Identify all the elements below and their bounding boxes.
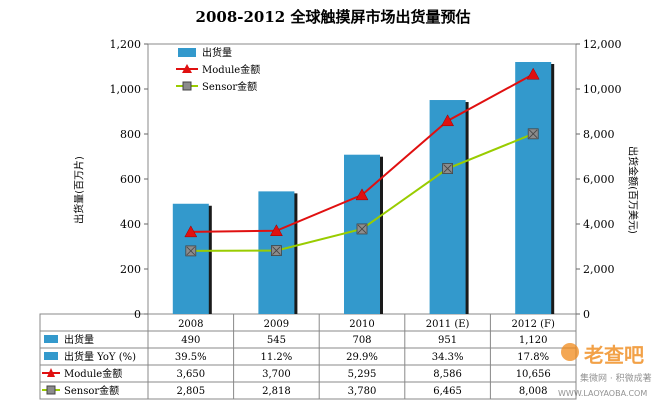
table-cell: 6,465 <box>433 386 462 397</box>
y-tick-label-left: 1,000 <box>110 83 142 96</box>
y-tick-label-right: 2,000 <box>583 263 615 276</box>
table-cell: 951 <box>438 335 457 346</box>
table-row-label: 出货量 <box>64 333 94 346</box>
legend: 出货量 Module金额 Sensor金额 <box>176 46 260 93</box>
table-key-bar <box>44 352 58 360</box>
point-sensor-x <box>443 164 452 173</box>
table-key-square <box>46 385 56 395</box>
table-cell: 10,656 <box>516 369 551 380</box>
axis-ticks: 0 200 400 600 800 1,000 1,200 0 2,000 4,000 6,000 8… <box>110 38 622 321</box>
table-cell: 3,650 <box>176 369 205 380</box>
y-tick-label-left: 0 <box>134 308 141 321</box>
table-cell: 34.3% <box>432 352 464 363</box>
bar <box>172 203 209 314</box>
line-series-group <box>184 67 540 257</box>
y-tick-label-left: 200 <box>120 263 141 276</box>
legend-label-line: Sensor金额 <box>202 80 257 93</box>
table-cell: 708 <box>352 335 371 346</box>
y-tick-label-left: 600 <box>120 173 141 186</box>
table-row-label: 出货量 YoY (%) <box>64 350 136 363</box>
table-header-cell: 2010 <box>349 319 374 330</box>
table-cell: 1,120 <box>519 335 548 346</box>
legend-label-line: Module金额 <box>202 63 260 76</box>
table-header-cell: 2012 (F) <box>512 319 555 330</box>
table-key-bar <box>44 335 58 343</box>
y-tick-label-left: 1,200 <box>110 38 142 51</box>
table-cell: 8,008 <box>519 386 548 397</box>
table-row-label: Module金额 <box>64 367 122 380</box>
y-tick-label-right: 8,000 <box>583 128 615 141</box>
point-module <box>441 114 455 127</box>
table-cell: 2,818 <box>262 386 291 397</box>
point-module <box>269 224 283 236</box>
y-tick-label-left: 800 <box>120 128 141 141</box>
table-cell: 2,805 <box>176 386 205 397</box>
table-cell: 545 <box>267 335 286 346</box>
y-tick-label-right: 0 <box>583 308 590 321</box>
svg-text:WWW.LAOYAOBA.COM: WWW.LAOYAOBA.COM <box>558 389 647 398</box>
table-cell: 5,295 <box>348 369 377 380</box>
table-cell: 17.8% <box>517 352 549 363</box>
bar <box>429 100 466 315</box>
table-cell: 490 <box>181 335 200 346</box>
point-sensor-x <box>357 224 367 234</box>
y-tick-label-right: 10,000 <box>583 83 622 96</box>
table-header-cell: 2011 (E) <box>426 319 470 330</box>
svg-text:集微网 · 积微成著: 集微网 · 积微成著 <box>580 372 652 384</box>
table-header-cell: 2008 <box>178 319 203 330</box>
table-row-label: Sensor金额 <box>64 384 119 397</box>
legend-marker-triangle <box>182 64 192 73</box>
table-cell: 3,780 <box>348 386 377 397</box>
table-cell: 11.2% <box>261 352 293 363</box>
y-tick-label-right: 12,000 <box>583 38 622 51</box>
data-table: 2008 2009 2010 2011 (E) 2012 (F) 出货量 490 545 708… <box>39 313 577 400</box>
point-module <box>526 67 540 80</box>
table-cell: 3,700 <box>262 369 291 380</box>
bar <box>515 62 552 314</box>
watermark-logo: 老查吧 集微网 · 积微成著 WWW.LAOYAOBA.COM <box>556 338 664 400</box>
y-tick-label-left: 400 <box>120 218 141 231</box>
table-header-cell: 2009 <box>264 319 289 330</box>
y-tick-label-right: 6,000 <box>583 173 615 186</box>
bar-series <box>172 62 555 315</box>
point-sensor-x <box>528 129 538 139</box>
table-cell: 29.9% <box>346 352 378 363</box>
table-key-triangle <box>47 368 55 377</box>
chart-title: 2008-2012 全球触摸屏市场出货量预估 <box>195 8 471 26</box>
point-module <box>355 188 369 201</box>
legend-label-bar: 出货量 <box>202 46 232 59</box>
point-module <box>184 225 198 238</box>
svg-text:老查吧: 老查吧 <box>584 343 644 367</box>
y-tick-label-right: 4,000 <box>583 218 615 231</box>
legend-swatch-bar <box>178 48 196 57</box>
table-cell: 39.5% <box>175 352 207 363</box>
bar <box>344 154 380 314</box>
table-cell: 8,586 <box>433 369 462 380</box>
point-sensor-x <box>272 246 281 255</box>
legend-marker-square <box>182 81 192 91</box>
point-sensor-x <box>186 246 196 256</box>
